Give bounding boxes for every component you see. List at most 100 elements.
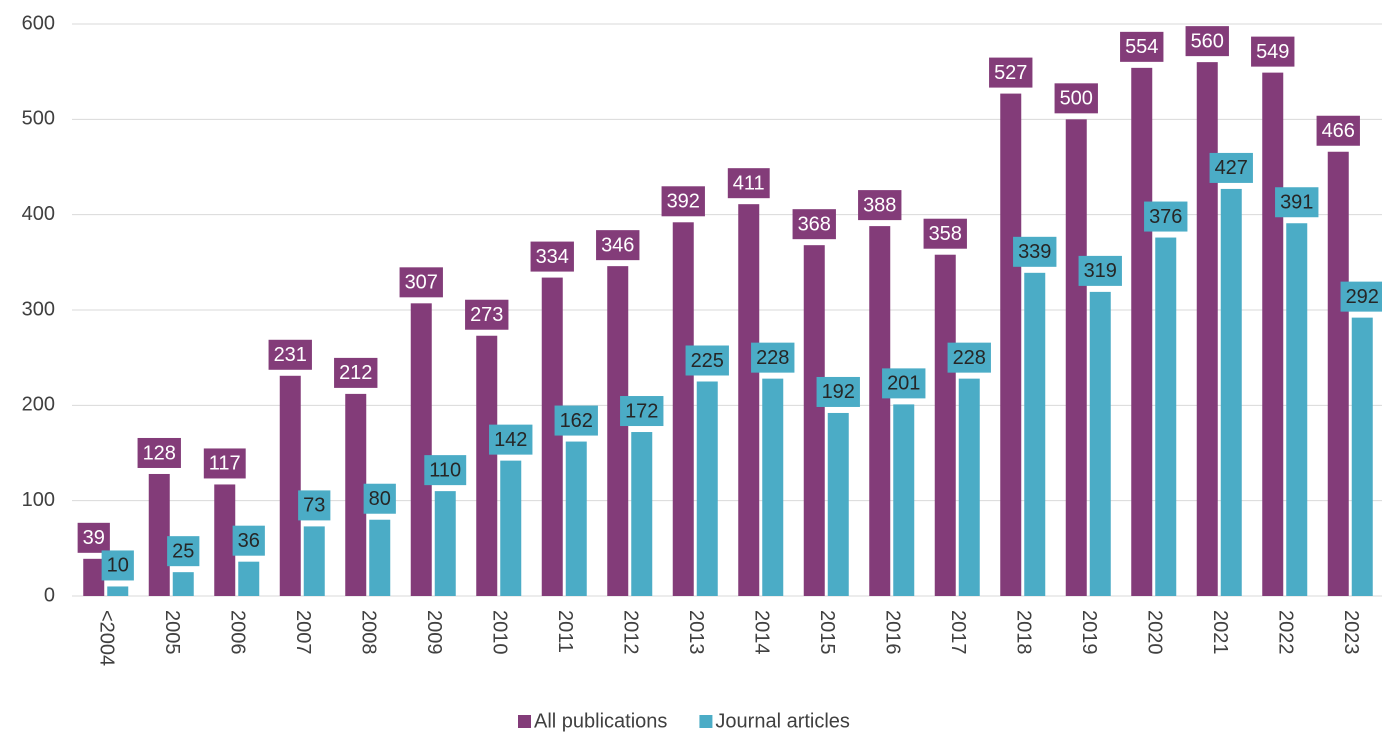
y-tick-label: 0 <box>44 584 55 606</box>
x-tick-label: 2009 <box>423 610 445 655</box>
bar <box>672 222 694 596</box>
data-label-text: 128 <box>143 442 176 464</box>
data-label-text: 500 <box>1060 88 1093 110</box>
data-label-text: 388 <box>863 194 896 216</box>
data-label-text: 172 <box>625 400 658 422</box>
x-tick-label: 2006 <box>226 610 248 655</box>
bar <box>1089 291 1111 596</box>
data-label-box <box>596 230 640 261</box>
bar <box>631 432 653 596</box>
data-label-text: 231 <box>274 344 307 366</box>
bar <box>1196 62 1218 596</box>
data-label-box <box>751 342 795 373</box>
legend-label: Journal articles <box>715 710 850 732</box>
data-label: 560 <box>1185 26 1229 57</box>
data-label: 117 <box>203 448 246 479</box>
data-label-box <box>1340 281 1382 312</box>
data-label: 358 <box>923 218 967 249</box>
data-label-box <box>465 299 509 330</box>
x-tick-label: 2020 <box>1143 610 1165 655</box>
data-label: 273 <box>465 299 509 330</box>
x-tick-label: 2012 <box>619 610 641 655</box>
legend-swatch <box>518 715 531 728</box>
data-label-text: 73 <box>303 495 325 517</box>
data-label-text: 391 <box>1280 192 1313 214</box>
data-label-text: 339 <box>1018 241 1051 263</box>
data-label-box <box>424 455 467 486</box>
bar <box>238 561 260 596</box>
x-tick-label: 2011 <box>554 610 576 653</box>
x-tick-label: 2014 <box>750 610 772 655</box>
data-label: 376 <box>1144 201 1188 232</box>
bar <box>1327 151 1349 596</box>
legend: All publications Journal articles <box>518 710 850 732</box>
data-label-box <box>334 357 378 388</box>
data-label-text: 527 <box>994 62 1027 84</box>
x-tick-label: 2015 <box>816 610 838 655</box>
bar <box>434 491 456 596</box>
data-label-text: 307 <box>405 272 438 294</box>
data-label: 228 <box>751 342 795 373</box>
data-label-text: 554 <box>1125 36 1158 58</box>
data-label: 128 <box>137 437 181 468</box>
x-tick-label: 2018 <box>1012 610 1034 655</box>
data-label-text: 273 <box>470 304 503 326</box>
data-label-text: 560 <box>1191 30 1224 52</box>
x-tick-label: 2013 <box>685 610 707 655</box>
data-label-text: 162 <box>560 410 593 432</box>
x-tick-label: 2023 <box>1340 610 1362 655</box>
bar <box>345 393 367 596</box>
bar <box>279 375 301 596</box>
data-label: 427 <box>1209 152 1253 183</box>
data-label-box <box>489 424 533 455</box>
data-label-box <box>816 376 860 407</box>
bar <box>869 226 891 596</box>
bar <box>803 245 825 596</box>
bar <box>1351 317 1373 596</box>
data-label: 192 <box>816 376 860 407</box>
data-label-box <box>268 339 312 370</box>
data-label: 39 <box>77 522 110 553</box>
data-label: 73 <box>298 490 331 521</box>
x-tick-label: 2008 <box>357 610 379 655</box>
data-label-text: 228 <box>953 347 986 369</box>
data-label-text: 228 <box>756 347 789 369</box>
bar <box>607 266 629 596</box>
data-label-text: 334 <box>536 246 569 268</box>
x-tick-label: 2019 <box>1078 610 1100 655</box>
data-label: 225 <box>685 345 729 376</box>
data-label: 392 <box>661 186 705 217</box>
data-label-box <box>101 550 134 581</box>
data-label-text: 319 <box>1084 260 1117 282</box>
data-label: 554 <box>1120 31 1164 62</box>
bar <box>541 277 563 596</box>
bar <box>827 412 849 596</box>
bar <box>893 404 915 596</box>
data-label-box <box>1054 83 1098 114</box>
bar <box>958 378 980 596</box>
data-label-text: 346 <box>601 234 634 256</box>
data-label: 500 <box>1054 83 1098 114</box>
bar <box>565 441 587 596</box>
data-label: 201 <box>882 368 926 399</box>
data-label: 110 <box>424 455 467 486</box>
bar <box>696 381 718 596</box>
x-tick-label: 2016 <box>881 610 903 655</box>
x-tick-label: 2010 <box>488 610 510 655</box>
data-label-box <box>1144 201 1188 232</box>
data-label-box <box>947 342 991 373</box>
data-label-box <box>1275 187 1319 218</box>
data-label-box <box>137 437 181 468</box>
data-label-text: 376 <box>1149 206 1182 228</box>
data-label-box <box>1013 236 1057 267</box>
bar <box>1155 237 1177 596</box>
y-tick-label: 500 <box>22 108 55 130</box>
data-label-box <box>1316 115 1360 146</box>
data-label-box <box>882 368 926 399</box>
bar <box>107 586 129 596</box>
bar <box>500 460 522 596</box>
bar <box>762 378 784 596</box>
x-tick-label: 2017 <box>947 610 969 655</box>
data-label-text: 549 <box>1256 41 1289 63</box>
